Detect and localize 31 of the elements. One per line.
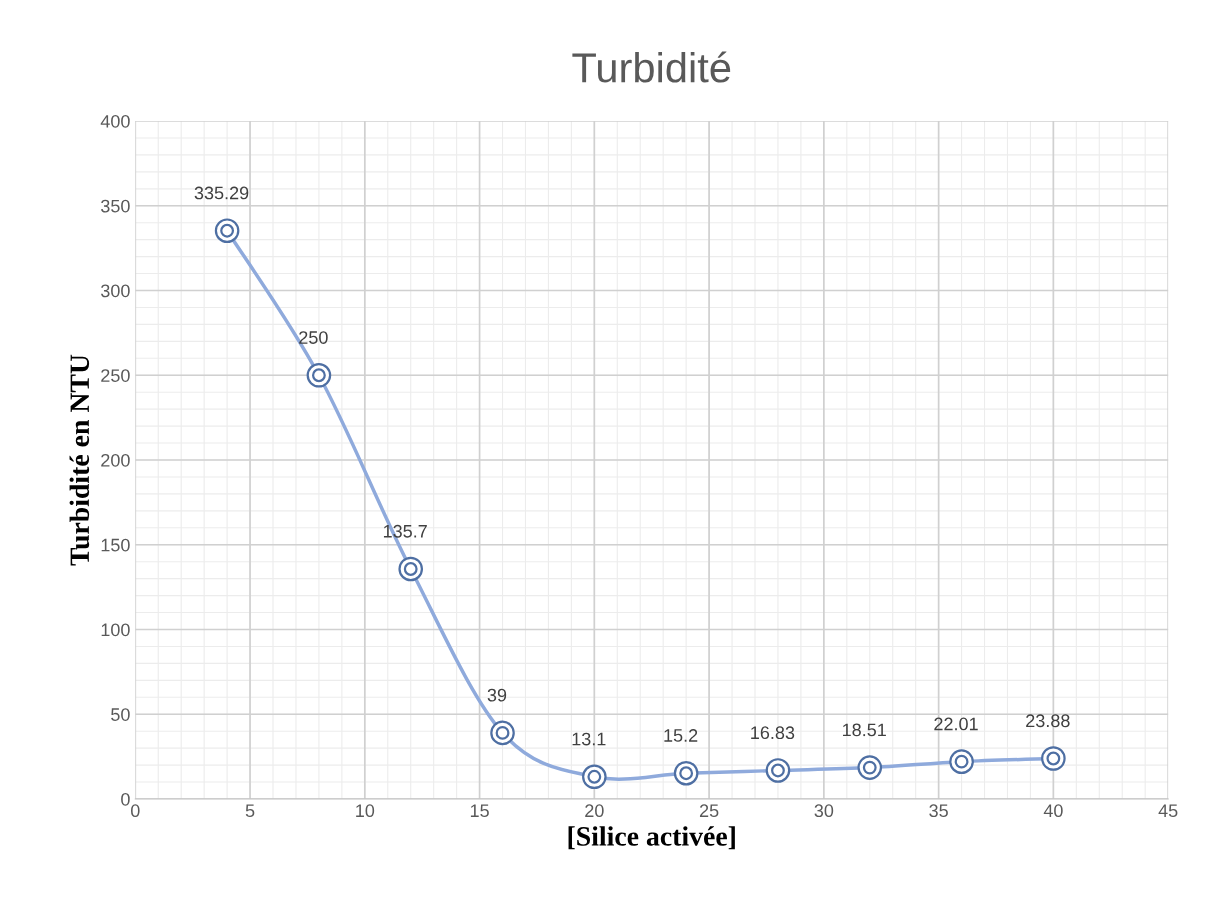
x-tick-label: 10 (356, 804, 375, 818)
y-tick-label: 50 (111, 708, 130, 721)
data-label: 23.88 (1026, 714, 1070, 728)
data-label: 13.1 (572, 732, 606, 746)
x-axis-title: [Silice activée] (568, 826, 735, 850)
y-axis-title: Turbidité en NTU (69, 354, 90, 566)
data-label: 16.83 (751, 726, 795, 740)
y-tick-label: 400 (100, 114, 130, 128)
x-tick-label: 30 (814, 804, 834, 818)
x-tick-label: 5 (245, 804, 255, 818)
x-tick-label: 0 (130, 804, 140, 818)
y-tick-label: 200 (101, 453, 130, 467)
data-label: 22.01 (934, 717, 978, 731)
x-tick-label: 20 (585, 804, 604, 818)
y-tick-label: 0 (121, 792, 130, 806)
y-tick-label: 250 (101, 369, 130, 382)
data-label: 18.51 (842, 723, 886, 737)
y-tick-label: 100 (101, 623, 130, 637)
x-tick-label: 40 (1043, 804, 1063, 818)
data-label: 335.29 (194, 186, 249, 200)
x-tick-label: 45 (1158, 804, 1178, 818)
y-tick-label: 150 (101, 538, 130, 552)
data-label: 39 (487, 688, 507, 702)
data-label: 15.2 (664, 729, 698, 742)
y-tick-label: 300 (101, 284, 130, 298)
x-tick-label: 35 (929, 804, 948, 818)
y-tick-label: 350 (101, 199, 130, 213)
x-tick-label: 25 (699, 804, 719, 818)
x-tick-label: 15 (470, 804, 489, 818)
data-label: 250 (299, 331, 328, 344)
chart-title: Turbidité (572, 51, 731, 83)
